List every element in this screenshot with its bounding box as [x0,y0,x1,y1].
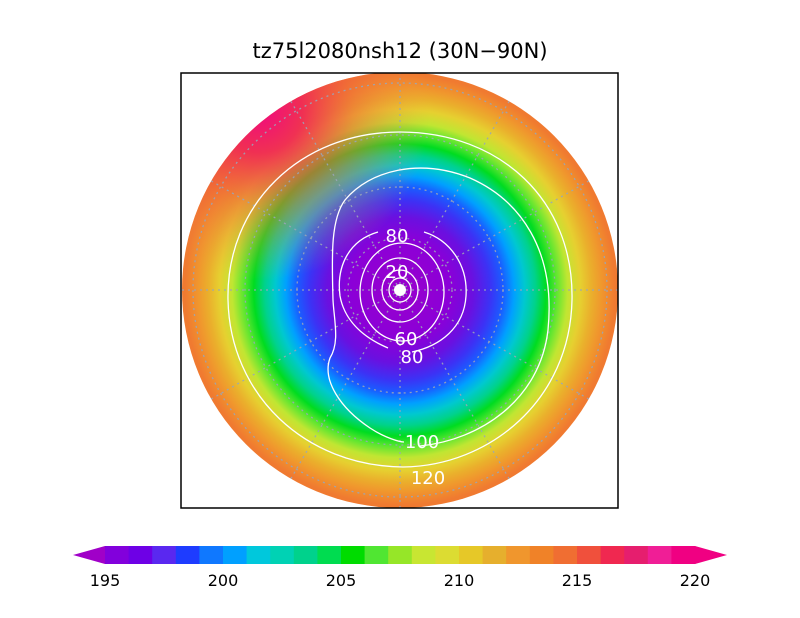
map-frame [180,72,619,509]
colorbar-tick-labels: 195 200 205 210 215 220 [90,571,711,590]
colorbar-tick-label: 195 [90,571,121,590]
contour-label-80-north: 80 [386,226,409,247]
map-title: tz75l2080nsh12 (30N−90N) [252,39,547,63]
colorbar-segment [529,546,554,564]
colorbar-segment [671,546,696,564]
contour-label-60: 60 [395,329,418,350]
colorbar-segment [152,546,177,564]
colorbar-segment [223,546,248,564]
colorbar-segment [246,546,271,564]
graticule [182,73,618,508]
colorbar-segment [577,546,602,564]
colorbar-segment [317,546,342,564]
colorbar-segment [600,546,625,564]
colorbar-segment [175,546,200,564]
colorbar-under-triangle [73,546,105,564]
contour-label-group: 20 60 80 80 100 120 [386,226,446,489]
colorbar-segment [388,546,413,564]
colorbar-segment [553,546,578,564]
colorbar-tick-label: 210 [444,571,475,590]
colorbar-segment [624,546,649,564]
contour-lines [227,131,573,468]
colorbar-segment [293,546,318,564]
colorbar-segment [364,546,389,564]
colorbar-segment [128,546,153,564]
colorbar-segment [199,546,224,564]
colorbar-segment [270,546,295,564]
contour-label-80-south: 80 [401,347,424,368]
colorbar-segment [506,546,531,564]
colorbar-segment [341,546,366,564]
colorbar-tick-label: 200 [208,571,239,590]
colorbar-segment [411,546,436,564]
map-field [182,73,618,508]
colorbar-tick-label: 215 [562,571,593,590]
colorbar-tick-label: 220 [680,571,711,590]
colorbar-tick-label: 205 [326,571,357,590]
colorbar-segment [482,546,507,564]
colorbar-segment [647,546,672,564]
colorbar-over-triangle [695,546,727,564]
colorbar-segment [105,546,130,564]
colorbar [73,546,727,564]
contour-label-100: 100 [405,432,439,453]
contour-label-120: 120 [411,468,445,489]
contour-label-20: 20 [386,262,409,283]
colorbar-segment [459,546,484,564]
colorbar-segment [435,546,460,564]
